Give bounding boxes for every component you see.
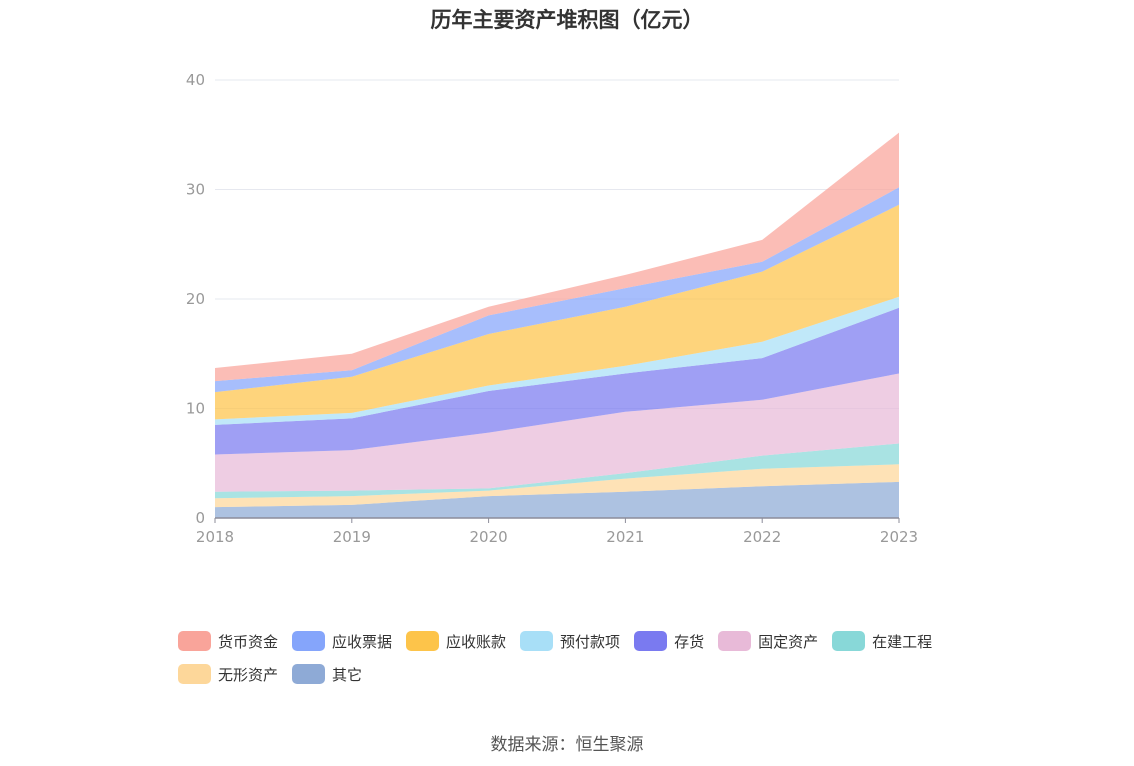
legend: 货币资金 应收票据 应收账款 预付款项 存货 固定资产 在建工程无形资产 其它 xyxy=(178,630,998,685)
area-series-2[interactable] xyxy=(215,443,899,499)
legend-label: 应收账款 xyxy=(446,632,507,651)
legend-swatch xyxy=(634,631,668,651)
legend-swatch xyxy=(292,631,326,651)
y-tick-label: 20 xyxy=(186,290,205,308)
axis-layer: 0 10 20 30 40 2018 2019 2020 2021 2022 2023 xyxy=(186,71,918,546)
x-tick-label: 2018 xyxy=(196,528,234,546)
legend-swatch xyxy=(832,631,866,651)
legend-swatch xyxy=(406,631,440,651)
legend-label: 无形资产 xyxy=(218,665,279,684)
x-tick-label: 2021 xyxy=(606,528,644,546)
legend-label: 其它 xyxy=(332,665,363,684)
area-series-0[interactable] xyxy=(215,481,899,518)
y-tick-label: 30 xyxy=(186,181,205,199)
legend-item[interactable]: 应收票据 xyxy=(292,630,392,652)
x-tick-label: 2023 xyxy=(880,528,918,546)
source-note: 数据来源：恒生聚源 xyxy=(490,735,644,755)
legend-item[interactable]: 在建工程 xyxy=(832,630,932,652)
area-series-3[interactable] xyxy=(215,373,899,492)
area-series-4[interactable] xyxy=(215,307,899,455)
legend-label: 预付款项 xyxy=(560,632,621,651)
legend-swatch xyxy=(178,664,211,684)
legend-item[interactable]: 固定资产 xyxy=(718,630,818,652)
legend-item[interactable]: 存货 xyxy=(634,630,704,652)
y-tick-label: 0 xyxy=(195,509,205,527)
legend-label: 货币资金 xyxy=(218,632,279,651)
legend-label: 固定资产 xyxy=(758,632,819,651)
chart-title: 历年主要资产堆积图（亿元） xyxy=(430,8,704,32)
legend-label: 存货 xyxy=(674,632,705,651)
legend-label: 应收票据 xyxy=(332,632,393,651)
legend-swatch xyxy=(520,631,554,651)
area-series-8[interactable] xyxy=(215,132,899,382)
legend-item[interactable]: 其它 xyxy=(292,663,362,685)
legend-item[interactable]: 无形资产 xyxy=(178,663,278,685)
x-tick-label: 2020 xyxy=(470,528,508,546)
legend-swatch xyxy=(292,664,326,684)
area-series-6[interactable] xyxy=(215,204,899,420)
legend-item[interactable]: 货币资金 xyxy=(178,630,278,652)
x-tick-label: 2019 xyxy=(333,528,371,546)
legend-item[interactable]: 应收账款 xyxy=(406,630,506,652)
x-tick-label: 2022 xyxy=(743,528,781,546)
legend-swatch xyxy=(178,631,211,651)
area-series-1[interactable] xyxy=(215,464,899,508)
legend-swatch xyxy=(718,631,752,651)
y-tick-label: 10 xyxy=(186,400,205,418)
legend-label: 在建工程 xyxy=(872,632,933,651)
legend-item[interactable]: 预付款项 xyxy=(520,630,620,652)
y-tick-label: 40 xyxy=(186,71,205,89)
area-layer xyxy=(215,132,899,518)
